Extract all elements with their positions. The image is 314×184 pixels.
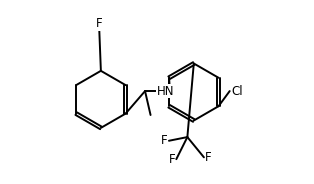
Text: HN: HN [157, 85, 174, 98]
Text: F: F [96, 17, 102, 30]
Text: F: F [169, 153, 176, 166]
Text: F: F [205, 151, 212, 164]
Text: F: F [161, 134, 168, 147]
Text: Cl: Cl [231, 85, 243, 98]
